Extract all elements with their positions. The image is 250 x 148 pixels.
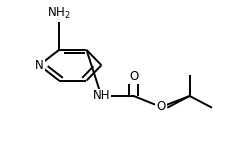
- Text: O: O: [129, 70, 138, 83]
- Text: O: O: [156, 100, 166, 114]
- Text: N: N: [35, 59, 43, 72]
- Text: NH$_2$: NH$_2$: [47, 6, 71, 21]
- Text: NH: NH: [93, 90, 110, 103]
